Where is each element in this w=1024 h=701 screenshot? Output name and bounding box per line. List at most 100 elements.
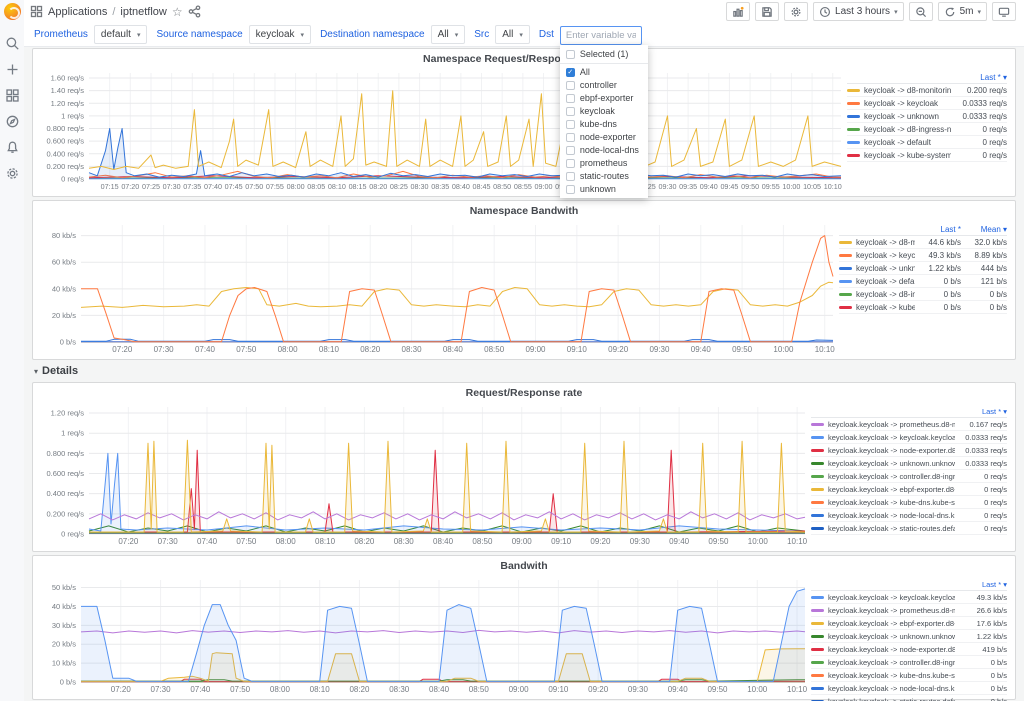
explore-compass-icon[interactable] — [5, 114, 20, 129]
legend-item[interactable]: keycloak.keycloak -> ebpf-exporter.d8-mo… — [811, 483, 1007, 496]
row-details-toggle[interactable]: ▾ Details — [34, 363, 1016, 379]
legend-item[interactable]: keycloak.keycloak -> kube-dns.kube-syste… — [811, 669, 1007, 682]
svg-text:40 kb/s: 40 kb/s — [52, 602, 76, 611]
legend-item[interactable]: keycloak -> kube-system 0 req/s — [847, 149, 1007, 162]
dropdown-option[interactable]: prometheus — [560, 157, 648, 170]
legend-item[interactable]: keycloak.keycloak -> static-routes.defau… — [811, 522, 1007, 535]
svg-text:08:20: 08:20 — [369, 182, 387, 191]
legend-item[interactable]: keycloak.keycloak -> node-exporter.d8-mo… — [811, 643, 1007, 656]
search-icon[interactable] — [5, 36, 20, 51]
dst-variable-input[interactable] — [559, 25, 642, 45]
dropdown-option-label: node-exporter — [579, 132, 636, 142]
panel-title[interactable]: Request/Response rate — [465, 387, 583, 399]
checkbox-icon[interactable] — [565, 106, 575, 116]
kiosk-tv-button[interactable] — [992, 2, 1016, 21]
dropdown-option[interactable]: ebpf-exporter — [560, 92, 648, 105]
refresh-interval-button[interactable]: 5m ▾ — [937, 2, 987, 21]
share-icon[interactable] — [188, 5, 201, 18]
dropdown-selected-header[interactable]: Selected (1) — [560, 48, 648, 61]
series-color-swatch — [811, 526, 824, 530]
legend-item[interactable]: keycloak -> default 0 b/s 121 b/s — [839, 275, 1007, 288]
configuration-gear-icon[interactable] — [5, 166, 20, 181]
breadcrumb-page[interactable]: iptnetflow — [120, 5, 167, 18]
series-color-swatch — [811, 647, 824, 651]
checkbox-icon[interactable] — [565, 145, 575, 155]
panel-title[interactable]: Bandwith — [500, 560, 548, 572]
legend-sort-header[interactable]: Last * ▾ — [980, 72, 1007, 82]
legend-item[interactable]: keycloak -> d8-ingress-nginx 0 b/s 0 b/s — [839, 288, 1007, 301]
dashboard-settings-button[interactable] — [784, 2, 809, 21]
legend-item[interactable]: keycloak.keycloak -> node-exporter.d8-mo… — [811, 444, 1007, 457]
legend-item[interactable]: keycloak -> kube-system 0 b/s 0 b/s — [839, 301, 1007, 314]
legend-item[interactable]: keycloak -> keycloak 49.3 kb/s 8.89 kb/s — [839, 249, 1007, 262]
legend-item[interactable]: keycloak.keycloak -> unknown.unknown 1.22… — [811, 630, 1007, 643]
legend-item[interactable]: keycloak.keycloak -> node-local-dns.kube… — [811, 682, 1007, 695]
legend-item[interactable]: keycloak.keycloak -> ebpf-exporter.d8-mo… — [811, 617, 1007, 630]
variable-src-select[interactable]: All ▾ — [495, 25, 530, 44]
checkbox-checked-icon[interactable]: ✓ — [565, 67, 575, 77]
legend-item[interactable]: keycloak -> d8-monitoring 44.6 kb/s 32.0 k… — [839, 236, 1007, 249]
panel-title[interactable]: Namespace Request/Response flow rate — [423, 53, 625, 65]
legend-sort-header[interactable]: Last * — [940, 224, 961, 234]
legend-item[interactable]: keycloak.keycloak -> prometheus.d8-monit… — [811, 604, 1007, 617]
series-label: keycloak.keycloak -> node-exporter.d8-mo… — [828, 644, 955, 654]
dropdown-option[interactable]: static-routes — [560, 170, 648, 183]
create-plus-icon[interactable] — [5, 62, 20, 77]
legend-item[interactable]: keycloak.keycloak -> unknown.unknown 0.03… — [811, 457, 1007, 470]
checkbox-icon[interactable] — [565, 49, 575, 59]
breadcrumb-section[interactable]: Applications — [48, 5, 108, 18]
legend-item[interactable]: keycloak -> d8-monitoring 0.200 req/s — [847, 84, 1007, 97]
dashboards-icon[interactable] — [5, 88, 20, 103]
legend-sort-header[interactable]: Last * ▾ — [981, 406, 1007, 416]
legend-item[interactable]: keycloak.keycloak -> keycloak.keycloak 0.… — [811, 431, 1007, 444]
dropdown-option[interactable]: kube-dns — [560, 118, 648, 131]
dropdown-option[interactable]: keycloak — [560, 105, 648, 118]
grafana-logo-icon[interactable] — [3, 3, 21, 20]
variable-label: Src — [474, 29, 490, 40]
dropdown-option[interactable]: controller — [560, 79, 648, 92]
legend-item[interactable]: keycloak.keycloak -> node-local-dns.kube… — [811, 509, 1007, 522]
panel-title[interactable]: Namespace Bandwith — [469, 205, 579, 217]
dropdown-option[interactable]: node-local-dns — [560, 144, 648, 157]
dropdown-option[interactable]: ✓ All — [560, 66, 648, 79]
zoom-out-time-button[interactable] — [908, 2, 933, 21]
timeseries-chart[interactable]: 07:15 07:20 07:25 07:30 07:35 07:40 07:45 07:50… — [37, 66, 847, 192]
legend-item[interactable]: keycloak.keycloak -> prometheus.d8-monit… — [811, 418, 1007, 431]
variable-label: Destination namespace — [320, 29, 425, 40]
legend-sort-header[interactable]: Last * ▾ — [981, 579, 1007, 589]
save-dashboard-button[interactable] — [755, 2, 780, 21]
panel-legend: Last * ▾ keycloak.keycloak -> prometheus.… — [811, 400, 1007, 547]
checkbox-icon[interactable] — [565, 119, 575, 129]
legend-item[interactable]: keycloak -> keycloak 0.0333 req/s — [847, 97, 1007, 110]
checkbox-icon[interactable] — [565, 80, 575, 90]
variable-prometheus-select[interactable]: default ▾ — [93, 25, 148, 44]
checkbox-icon[interactable] — [565, 158, 575, 168]
legend-item[interactable]: keycloak -> unknown 0.0333 req/s — [847, 110, 1007, 123]
legend-sort-header[interactable]: Mean ▾ — [980, 224, 1007, 234]
legend-item[interactable]: keycloak.keycloak -> controller.d8-ingre… — [811, 470, 1007, 483]
legend-item[interactable]: keycloak.keycloak -> kube-dns.kube-syste… — [811, 496, 1007, 509]
timeseries-chart[interactable]: 07:20 07:30 07:40 07:50 08:00 08:10 08:20 08:30… — [37, 573, 811, 695]
checkbox-icon[interactable] — [565, 132, 575, 142]
variable-source-namespace-select[interactable]: keycloak ▾ — [248, 25, 312, 44]
legend-item[interactable]: keycloak -> unknown 1.22 kb/s 444 b/s — [839, 262, 1007, 275]
legend-item[interactable]: keycloak.keycloak -> static-routes.defau… — [811, 695, 1007, 701]
legend-item[interactable]: keycloak.keycloak -> keycloak.keycloak 49… — [811, 591, 1007, 604]
alerting-bell-icon[interactable] — [5, 140, 20, 155]
series-color-swatch — [811, 699, 824, 701]
panel-stats-button[interactable] — [726, 2, 751, 21]
timeseries-chart[interactable]: 07:20 07:30 07:40 07:50 08:00 08:10 08:20 08:30… — [37, 218, 839, 355]
legend-item[interactable]: keycloak.keycloak -> controller.d8-ingre… — [811, 656, 1007, 669]
checkbox-icon[interactable] — [565, 171, 575, 181]
dropdown-option[interactable]: node-exporter — [560, 131, 648, 144]
legend-item[interactable]: keycloak -> default 0 req/s — [847, 136, 1007, 149]
dropdown-option[interactable]: unknown — [560, 183, 648, 196]
series-value: 0.0333 req/s — [965, 458, 1007, 468]
checkbox-icon[interactable] — [565, 184, 575, 194]
timeseries-chart[interactable]: 07:20 07:30 07:40 07:50 08:00 08:10 08:20 08:30… — [37, 400, 811, 547]
favorite-star-icon[interactable]: ☆ — [171, 4, 183, 19]
checkbox-icon[interactable] — [565, 93, 575, 103]
time-range-picker[interactable]: Last 3 hours ▾ — [813, 2, 904, 21]
variable-destination-namespace-select[interactable]: All ▾ — [430, 25, 466, 44]
legend-item[interactable]: keycloak -> d8-ingress-nginx 0 req/s — [847, 123, 1007, 136]
